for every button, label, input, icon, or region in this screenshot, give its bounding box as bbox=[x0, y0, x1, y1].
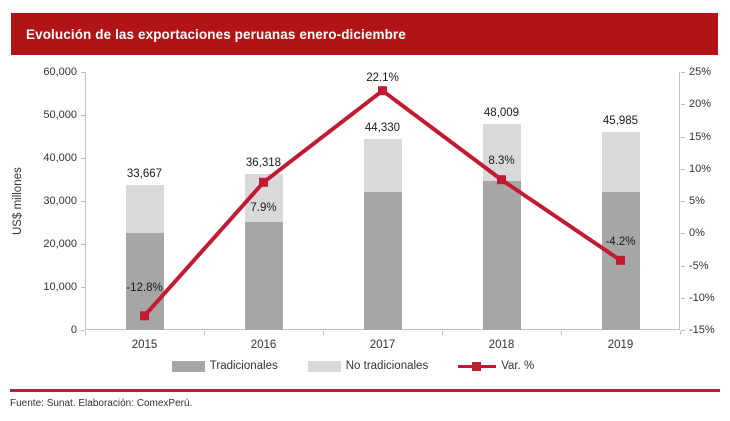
x-axis-label-2018: 2018 bbox=[488, 339, 515, 351]
var-pct-marker-2019 bbox=[616, 255, 625, 265]
x-axis-label-2015: 2015 bbox=[131, 339, 158, 351]
right-axis-tick-label: 5% bbox=[689, 195, 705, 207]
var-pct-label-2016: 7.9% bbox=[250, 202, 277, 215]
left-axis-tick-label: 30,000 bbox=[43, 195, 77, 207]
legend-label-no-tradicionales: No tradicionales bbox=[345, 360, 429, 372]
right-axis-tick-label: -5% bbox=[689, 259, 709, 272]
right-axis-tick-mark bbox=[681, 265, 685, 267]
right-axis-tick-mark bbox=[681, 136, 685, 138]
left-axis-tick-mark bbox=[81, 330, 85, 331]
left-axis-tick-label: 0 bbox=[70, 324, 77, 336]
left-axis-tick-label: 40,000 bbox=[43, 152, 77, 164]
source-note: Fuente: Sunat. Elaboración: ComexPerú. bbox=[10, 398, 193, 409]
right-axis-tick-mark bbox=[681, 168, 685, 170]
left-axis-tick-mark bbox=[81, 72, 85, 73]
right-axis-tick-mark bbox=[681, 104, 685, 106]
var-pct-label-2017: 22.1% bbox=[366, 71, 399, 84]
right-axis-tick-label: 0% bbox=[689, 227, 705, 240]
total-value-label-2016: 36,318 bbox=[245, 156, 282, 169]
bar-segment-no-tradicionales-2019 bbox=[601, 132, 640, 192]
right-axis-tick-mark bbox=[681, 330, 685, 331]
x-axis-tick-mark bbox=[442, 331, 443, 335]
left-axis-tick-label: 10,000 bbox=[43, 281, 77, 293]
x-axis-tick-mark bbox=[204, 331, 205, 335]
tradicionales-swatch bbox=[171, 360, 205, 372]
var-pct-line-swatch-marker bbox=[472, 361, 482, 371]
bar-segment-tradicionales-2018 bbox=[482, 180, 521, 330]
var-pct-label-2015: -12.8% bbox=[126, 281, 163, 294]
left-axis-tick-mark bbox=[81, 201, 85, 202]
x-axis-label-2016: 2016 bbox=[250, 339, 277, 351]
left-axis-tick-mark bbox=[81, 115, 85, 116]
bar-segment-tradicionales-2017 bbox=[363, 191, 402, 330]
x-axis-tick-mark bbox=[680, 331, 681, 335]
var-pct-label-2018: 8.3% bbox=[488, 154, 515, 167]
no-tradicionales-swatch bbox=[307, 360, 341, 372]
x-axis-tick-mark bbox=[323, 331, 324, 335]
right-axis-tick-label: 25% bbox=[689, 66, 712, 78]
right-axis-tick-label: -15% bbox=[689, 324, 715, 336]
var-pct-line-layer bbox=[140, 86, 625, 321]
total-value-label-2017: 44,330 bbox=[364, 122, 401, 135]
bar-segment-no-tradicionales-2017 bbox=[363, 139, 402, 192]
legend-item-tradicionales: Tradicionales bbox=[171, 360, 278, 372]
x-axis-tick-mark bbox=[561, 331, 562, 335]
chart-title: Evolución de las exportaciones peruanas … bbox=[26, 26, 406, 42]
x-axis-tick-mark bbox=[85, 331, 86, 335]
x-axis-label-2019: 2019 bbox=[607, 339, 634, 351]
legend-label-var-pct: Var. % bbox=[501, 360, 535, 372]
total-value-label-2018: 48,009 bbox=[483, 106, 520, 119]
var-pct-marker-2018 bbox=[497, 175, 506, 185]
total-value-label-2015: 33,667 bbox=[126, 168, 163, 181]
bar-segment-tradicionales-2016 bbox=[244, 221, 283, 330]
legend-item-no-tradicionales: No tradicionales bbox=[307, 360, 429, 372]
left-axis-tick-mark bbox=[81, 158, 85, 159]
left-axis-tick-label: 20,000 bbox=[43, 238, 77, 250]
right-axis-tick-mark bbox=[681, 72, 685, 73]
var-pct-marker-2016 bbox=[259, 177, 268, 187]
var-pct-line-swatch bbox=[458, 361, 497, 372]
chart-canvas: US$ millones 0 10,000 20,000 30,000 40,000 50… bbox=[0, 55, 730, 360]
var-pct-label-2019: -4.2% bbox=[605, 236, 636, 249]
bar-segment-no-tradicionales-2015 bbox=[125, 185, 164, 234]
chart-legend: Tradicionales No tradicionales Var. % bbox=[0, 360, 706, 372]
var-pct-line bbox=[143, 88, 622, 318]
right-axis-tick-label: 10% bbox=[689, 162, 712, 175]
right-axis-tick-label: -10% bbox=[689, 291, 715, 304]
x-axis-label-2017: 2017 bbox=[369, 339, 396, 351]
total-value-label-2019: 45,985 bbox=[602, 115, 639, 128]
footer-divider bbox=[10, 389, 720, 392]
left-axis-tick-mark bbox=[81, 244, 85, 245]
chart-title-bar: Evolución de las exportaciones peruanas … bbox=[11, 13, 718, 55]
legend-label-tradicionales: Tradicionales bbox=[209, 360, 278, 372]
right-axis-tick-mark bbox=[681, 201, 685, 202]
right-axis-tick-mark bbox=[681, 233, 685, 235]
left-axis-tick-label: 60,000 bbox=[43, 66, 77, 78]
var-pct-marker-2015 bbox=[140, 311, 149, 321]
var-pct-marker-2017 bbox=[378, 86, 387, 96]
right-axis-tick-label: 15% bbox=[689, 130, 712, 143]
right-axis-tick-mark bbox=[681, 297, 685, 299]
right-axis-tick-label: 20% bbox=[689, 98, 712, 111]
left-axis-tick-mark bbox=[81, 287, 85, 288]
left-axis-tick-label: 50,000 bbox=[43, 109, 77, 121]
legend-item-var-pct: Var. % bbox=[458, 360, 534, 372]
